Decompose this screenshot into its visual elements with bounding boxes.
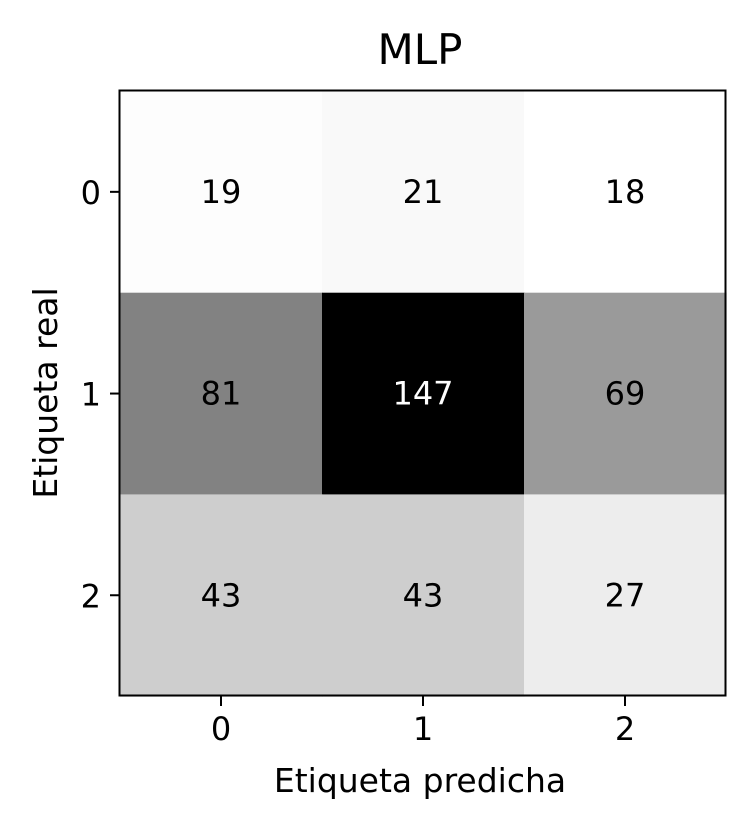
heatmap-cells	[120, 91, 727, 697]
cell-value-r0-c1: 21	[403, 173, 444, 211]
cell-value-r2-c2: 27	[605, 576, 646, 614]
x-tick-label-2: 2	[615, 710, 635, 748]
cell-value-r1-c2: 69	[605, 375, 646, 413]
cell-value-r0-c0: 19	[201, 173, 242, 211]
heatmap-cell-r1-c0	[120, 292, 323, 495]
y-axis-ticks: 0 1 2	[81, 174, 120, 615]
chart-title: MLP	[378, 25, 463, 74]
y-tick-label-2: 2	[81, 577, 101, 615]
heatmap-cell-r0-c0	[120, 91, 323, 294]
heatmap-cell-r2-c0	[120, 494, 323, 697]
x-tick-label-0: 0	[211, 710, 231, 748]
cell-value-r0-c2: 18	[605, 173, 646, 211]
heatmap-cell-r0-c2	[524, 91, 727, 294]
cell-value-r1-c0: 81	[201, 375, 242, 413]
cell-value-r1-c1: 147	[392, 375, 453, 413]
y-tick-label-1: 1	[81, 376, 101, 414]
y-tick-label-0: 0	[81, 174, 101, 212]
heatmap-cell-r2-c2	[524, 494, 727, 697]
x-tick-label-1: 1	[413, 710, 433, 748]
heatmap-cell-labels: 19 21 18 81 147 69 43 43 27	[201, 173, 646, 614]
heatmap-cell-r2-c1	[322, 494, 525, 697]
cell-value-r2-c0: 43	[201, 576, 242, 614]
heatmap-cell-r0-c1	[322, 91, 525, 294]
x-axis-label: Etiqueta predicha	[274, 761, 566, 800]
heatmap-cell-r1-c2	[524, 292, 727, 495]
x-axis-ticks: 0 1 2	[211, 696, 635, 748]
cell-value-r2-c1: 43	[403, 576, 444, 614]
y-axis-label: Etiqueta real	[26, 287, 65, 498]
heatmap-cell-r1-c1	[322, 292, 525, 495]
